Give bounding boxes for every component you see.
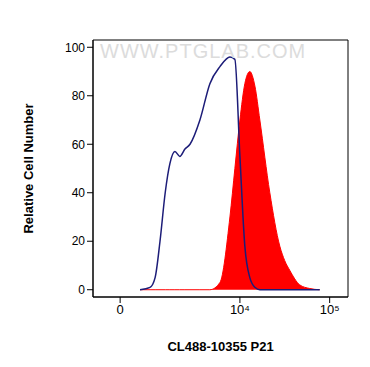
- svg-text:0: 0: [78, 283, 85, 297]
- svg-text:0: 0: [117, 302, 124, 317]
- svg-text:CL488-10355 P21: CL488-10355 P21: [167, 339, 273, 354]
- svg-text:80: 80: [72, 89, 86, 103]
- svg-text:Relative Cell Number: Relative Cell Number: [21, 103, 36, 233]
- svg-text:40: 40: [72, 186, 86, 200]
- svg-text:60: 60: [72, 138, 86, 152]
- svg-text:20: 20: [72, 234, 86, 248]
- svg-text:10⁴: 10⁴: [230, 302, 250, 317]
- svg-text:100: 100: [65, 41, 85, 55]
- svg-text:10⁵: 10⁵: [320, 302, 340, 317]
- html-text:WWW.PTGLAB.COM: WWW.PTGLAB.COM: [100, 40, 307, 62]
